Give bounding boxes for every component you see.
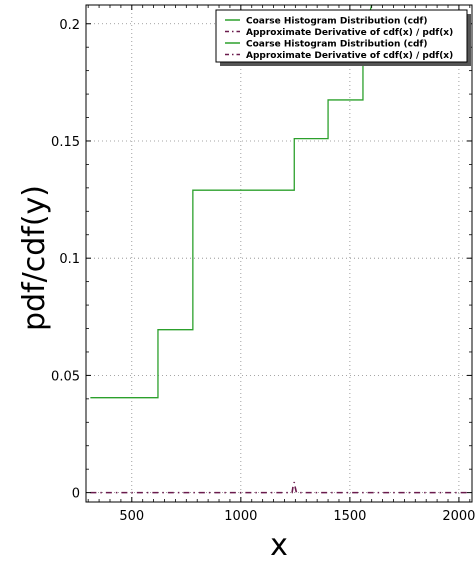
cdf-step-line — [90, 5, 373, 399]
y-tick-label: 0.05 — [51, 369, 80, 384]
x-tick-label: 1000 — [224, 509, 257, 524]
y-tick-label: 0.1 — [59, 252, 80, 267]
pdf-derivative-line — [90, 481, 470, 494]
legend-entry-label: Coarse Histogram Distribution (cdf) — [246, 40, 427, 50]
x-tick-label: 500 — [119, 509, 144, 524]
y-tick-label: 0 — [72, 487, 80, 502]
y-tick-label: 0.2 — [59, 18, 80, 33]
x-axis-title: x — [270, 528, 288, 562]
axis-ticks: 500 1000 1500 2000 0 0.05 0.1 0.15 0.2 — [51, 5, 475, 524]
y-tick-label: 0.15 — [51, 135, 80, 150]
legend-entry-label: Approximate Derivative of cdf(x) / pdf(x… — [246, 51, 453, 61]
grid-lines — [86, 5, 472, 502]
x-tick-label: 2000 — [442, 509, 475, 524]
legend-entry-label: Coarse Histogram Distribution (cdf) — [246, 17, 427, 27]
series-layer — [90, 5, 470, 494]
legend: Coarse Histogram Distribution (cdf)Appro… — [215, 9, 471, 66]
plot-area-frame — [85, 4, 473, 503]
y-axis-title: pdf/cdf(y) — [17, 185, 52, 331]
legend-entry-label: Approximate Derivative of cdf(x) / pdf(x… — [246, 28, 453, 38]
x-tick-label: 1500 — [333, 509, 366, 524]
legend-box — [215, 9, 468, 63]
